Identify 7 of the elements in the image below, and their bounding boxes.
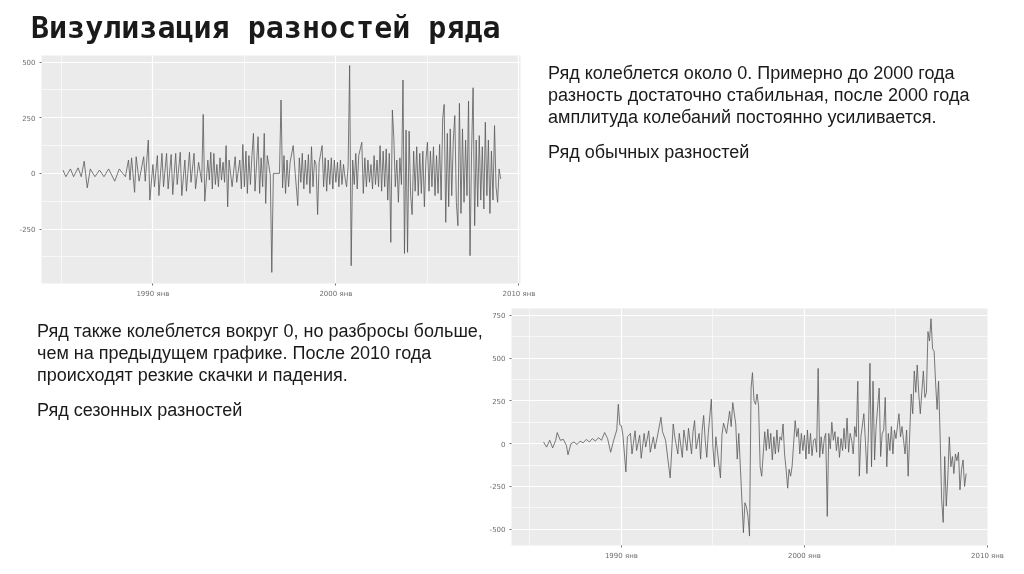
line-series xyxy=(62,65,502,273)
line-series xyxy=(543,318,967,537)
text: Ряд обычных разностей xyxy=(548,141,751,163)
text: Ряд также колеблется вокруг 0, но разбросы больше, чем на предыдущем графике. После 2010 года происходят резкие скачки и падения. xyxy=(37,320,484,386)
chart-title: Визулизация разностей ряда xyxy=(31,9,501,47)
text: Ряд колеблется около 0. Примерно до 2000 года разность достаточно стабильная, после 2000 года амплитуда колебаний постоянно усиливается. xyxy=(548,62,971,128)
text: Ряд сезонных разностей xyxy=(37,399,244,421)
